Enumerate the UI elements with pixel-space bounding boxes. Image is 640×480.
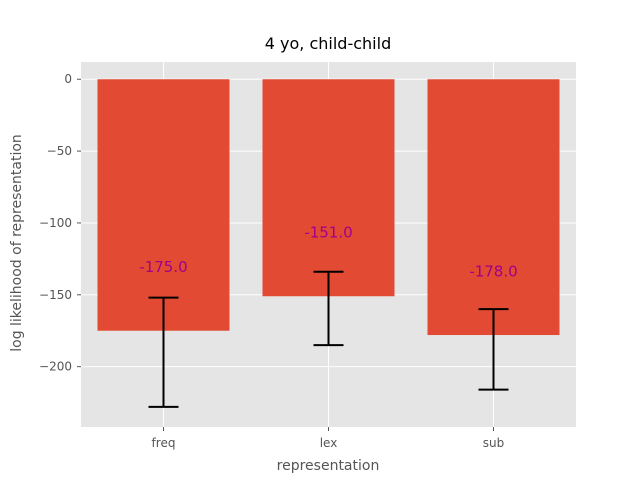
bar-freq bbox=[97, 79, 230, 331]
x-axis-ticks: freq lex sub bbox=[152, 427, 504, 450]
x-tick-label: sub bbox=[483, 436, 504, 450]
y-axis-ticks: 0 −50 −100 −150 −200 bbox=[39, 72, 81, 374]
data-labels: -175.0 -151.0 -178.0 bbox=[139, 224, 517, 281]
data-label-sub: -178.0 bbox=[469, 262, 517, 280]
y-tick-label: −100 bbox=[39, 216, 72, 230]
y-axis-label: log likelihood of representation bbox=[9, 134, 25, 352]
bar-sub bbox=[427, 79, 560, 336]
data-label-lex: -151.0 bbox=[304, 224, 352, 242]
x-tick-label: lex bbox=[320, 436, 338, 450]
bars bbox=[97, 79, 560, 336]
y-tick-label: −150 bbox=[39, 288, 72, 302]
x-tick-label: freq bbox=[152, 436, 176, 450]
chart-title: 4 yo, child-child bbox=[265, 34, 391, 53]
y-tick-label: 0 bbox=[64, 72, 72, 86]
error-bars bbox=[148, 270, 509, 408]
y-tick-label: −200 bbox=[39, 360, 72, 374]
y-tick-label: −50 bbox=[47, 144, 72, 158]
bar-lex bbox=[262, 79, 395, 297]
data-label-freq: -175.0 bbox=[139, 258, 187, 276]
x-axis-label: representation bbox=[277, 458, 380, 474]
